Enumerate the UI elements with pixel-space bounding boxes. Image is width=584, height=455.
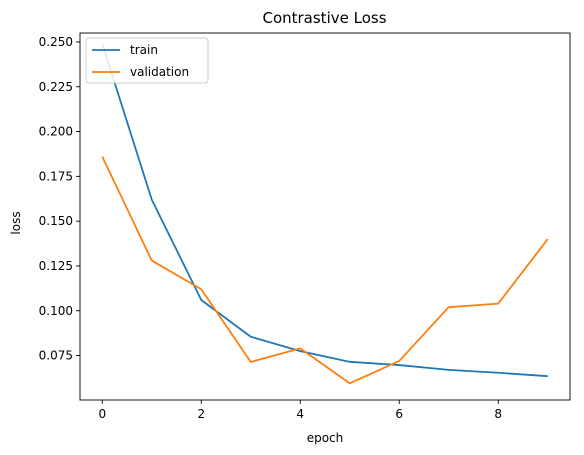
series-line-train bbox=[101, 43, 548, 378]
x-tick-label: 0 bbox=[98, 407, 106, 421]
series-line-validation bbox=[101, 156, 549, 385]
y-tick-label: 0.200 bbox=[39, 125, 73, 139]
y-tick-label: 0.150 bbox=[39, 214, 73, 228]
plot-area bbox=[101, 43, 549, 385]
x-tick-label: 8 bbox=[494, 407, 502, 421]
legend-label-validation: validation bbox=[130, 65, 189, 79]
chart-title: Contrastive Loss bbox=[262, 9, 386, 27]
x-tick-label: 6 bbox=[395, 407, 403, 421]
axes-frame bbox=[79, 32, 571, 401]
y-tick-label: 0.075 bbox=[39, 349, 73, 363]
y-tick-label: 0.125 bbox=[39, 259, 73, 273]
legend: train validation bbox=[85, 37, 209, 84]
y-tick-label: 0.225 bbox=[39, 80, 73, 94]
legend-label-train: train bbox=[130, 43, 158, 57]
axes: 0 2 4 6 8 0.075 0.100 0.125 0.150 0.175 0.200 0.225… bbox=[39, 32, 571, 421]
y-axis-label: loss bbox=[9, 211, 23, 234]
x-axis-label: epoch bbox=[307, 431, 344, 445]
y-tick-label: 0.250 bbox=[39, 35, 73, 49]
y-tick-label: 0.175 bbox=[39, 169, 73, 183]
x-tick-label: 4 bbox=[296, 407, 304, 421]
x-tick-label: 2 bbox=[197, 407, 205, 421]
y-tick-label: 0.100 bbox=[39, 304, 73, 318]
